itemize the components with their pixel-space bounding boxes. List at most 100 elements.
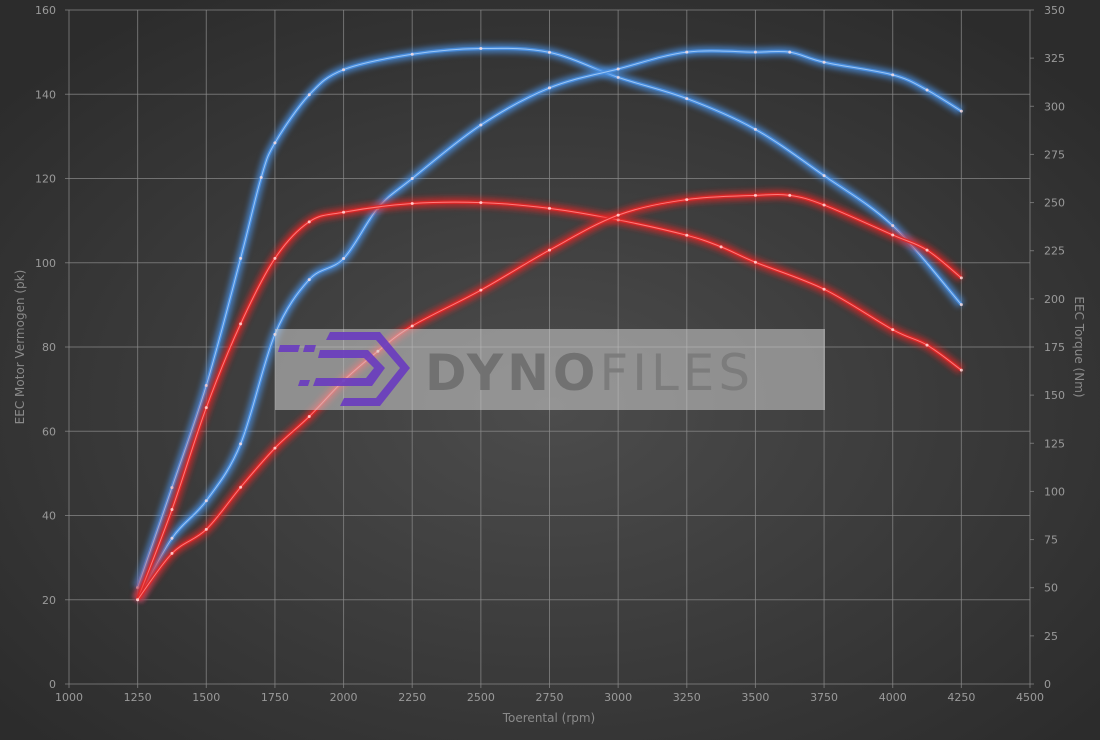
series-layer	[133, 43, 965, 603]
right-tick-label: 275	[1044, 148, 1065, 161]
data-point	[753, 260, 757, 264]
right-tick-label: 225	[1044, 245, 1065, 258]
data-point	[616, 67, 620, 71]
data-point	[342, 257, 346, 261]
data-point	[616, 213, 620, 217]
left-tick-label: 40	[42, 510, 56, 523]
right-axis-ticks: 0 25 50 75 100 125 150 175 200 225 250 275 300 325 350	[1044, 4, 1065, 691]
left-axis-label: EEC Motor Vermogen (pk)	[13, 270, 27, 425]
x-tick-label: 4500	[1016, 691, 1044, 704]
x-tick-label: 1500	[192, 691, 220, 704]
data-point	[410, 202, 414, 206]
x-tick-label: 1250	[124, 691, 152, 704]
watermark-text-dyno: DYNO	[425, 344, 599, 402]
data-point	[891, 73, 895, 77]
x-axis-ticks: 1000 1250 1500 1750 2000 2250 2500 2750 3000 3250…	[55, 691, 1044, 704]
data-point	[204, 406, 208, 410]
right-tick-label: 0	[1044, 678, 1051, 691]
right-tick-label: 250	[1044, 197, 1065, 210]
data-point	[307, 278, 311, 282]
data-point	[307, 93, 311, 97]
data-point	[273, 256, 277, 260]
right-tick-label: 300	[1044, 100, 1065, 113]
data-point	[479, 47, 483, 51]
x-tick-label: 2500	[467, 691, 495, 704]
data-point	[479, 123, 483, 127]
data-point	[204, 499, 208, 503]
watermark: DYNOFILES	[275, 329, 825, 410]
data-point	[548, 206, 551, 210]
right-axis-label: EEC Torque (Nm)	[1072, 296, 1086, 397]
x-tick-label: 1750	[261, 691, 289, 704]
x-tick-label: 4000	[879, 691, 907, 704]
data-point	[204, 527, 208, 531]
data-point	[479, 201, 483, 205]
series-0-torque-line	[133, 43, 965, 590]
data-point	[822, 203, 826, 207]
data-point	[548, 86, 551, 90]
data-point	[239, 256, 243, 260]
data-point	[239, 485, 243, 489]
right-tick-label: 75	[1044, 534, 1058, 547]
series-1-power-line	[133, 46, 964, 602]
right-tick-label: 50	[1044, 582, 1058, 595]
right-tick-label: 325	[1044, 52, 1065, 65]
x-tick-label: 3250	[673, 691, 701, 704]
right-tick-label: 350	[1044, 4, 1065, 17]
data-point	[959, 303, 963, 307]
data-point	[479, 288, 483, 292]
data-point	[548, 50, 551, 54]
watermark-text-files: FILES	[599, 344, 754, 402]
data-point	[788, 50, 792, 54]
x-tick-label: 4250	[947, 691, 975, 704]
x-tick-label: 3750	[810, 691, 838, 704]
left-tick-label: 120	[35, 173, 56, 186]
data-point	[685, 198, 689, 202]
data-point	[170, 536, 174, 540]
data-point	[685, 50, 689, 54]
right-tick-label: 175	[1044, 341, 1065, 354]
right-tick-label: 200	[1044, 293, 1065, 306]
data-point	[273, 446, 277, 450]
data-point	[959, 276, 963, 280]
left-tick-label: 140	[35, 88, 56, 101]
data-point	[273, 141, 277, 145]
data-point	[822, 174, 826, 178]
right-tick-label: 125	[1044, 437, 1065, 450]
series-3-power-line	[133, 189, 965, 603]
data-point	[410, 324, 414, 328]
data-point	[307, 220, 311, 224]
left-tick-label: 80	[42, 341, 56, 354]
data-point	[891, 224, 895, 228]
data-point	[548, 248, 551, 252]
data-point	[342, 68, 346, 72]
data-point	[342, 210, 346, 214]
left-tick-label: 0	[49, 678, 56, 691]
right-tick-label: 25	[1044, 630, 1058, 643]
data-point	[136, 598, 140, 602]
x-axis-label: Toerental (rpm)	[502, 711, 595, 725]
dynofiles-logo	[278, 332, 410, 406]
right-tick-label: 100	[1044, 485, 1065, 498]
data-point	[891, 328, 895, 332]
data-point	[239, 322, 243, 326]
x-tick-label: 3500	[741, 691, 769, 704]
data-point	[925, 248, 929, 252]
data-point	[204, 384, 208, 388]
data-point	[822, 287, 826, 291]
right-tick-label: 150	[1044, 389, 1065, 402]
data-point	[410, 177, 414, 180]
svg-text:DYNOFILES: DYNOFILES	[425, 344, 754, 402]
data-point	[170, 551, 174, 555]
data-point	[685, 97, 689, 101]
data-point	[753, 193, 757, 197]
data-point	[788, 193, 792, 197]
left-tick-label: 100	[35, 257, 56, 270]
data-point	[959, 368, 963, 372]
data-point	[719, 245, 723, 249]
data-point	[753, 127, 757, 131]
data-point	[616, 75, 620, 79]
left-axis-ticks: 0 20 40 60 80 100 120 140 160	[35, 4, 56, 691]
left-tick-label: 160	[35, 4, 56, 17]
data-point	[891, 233, 895, 237]
